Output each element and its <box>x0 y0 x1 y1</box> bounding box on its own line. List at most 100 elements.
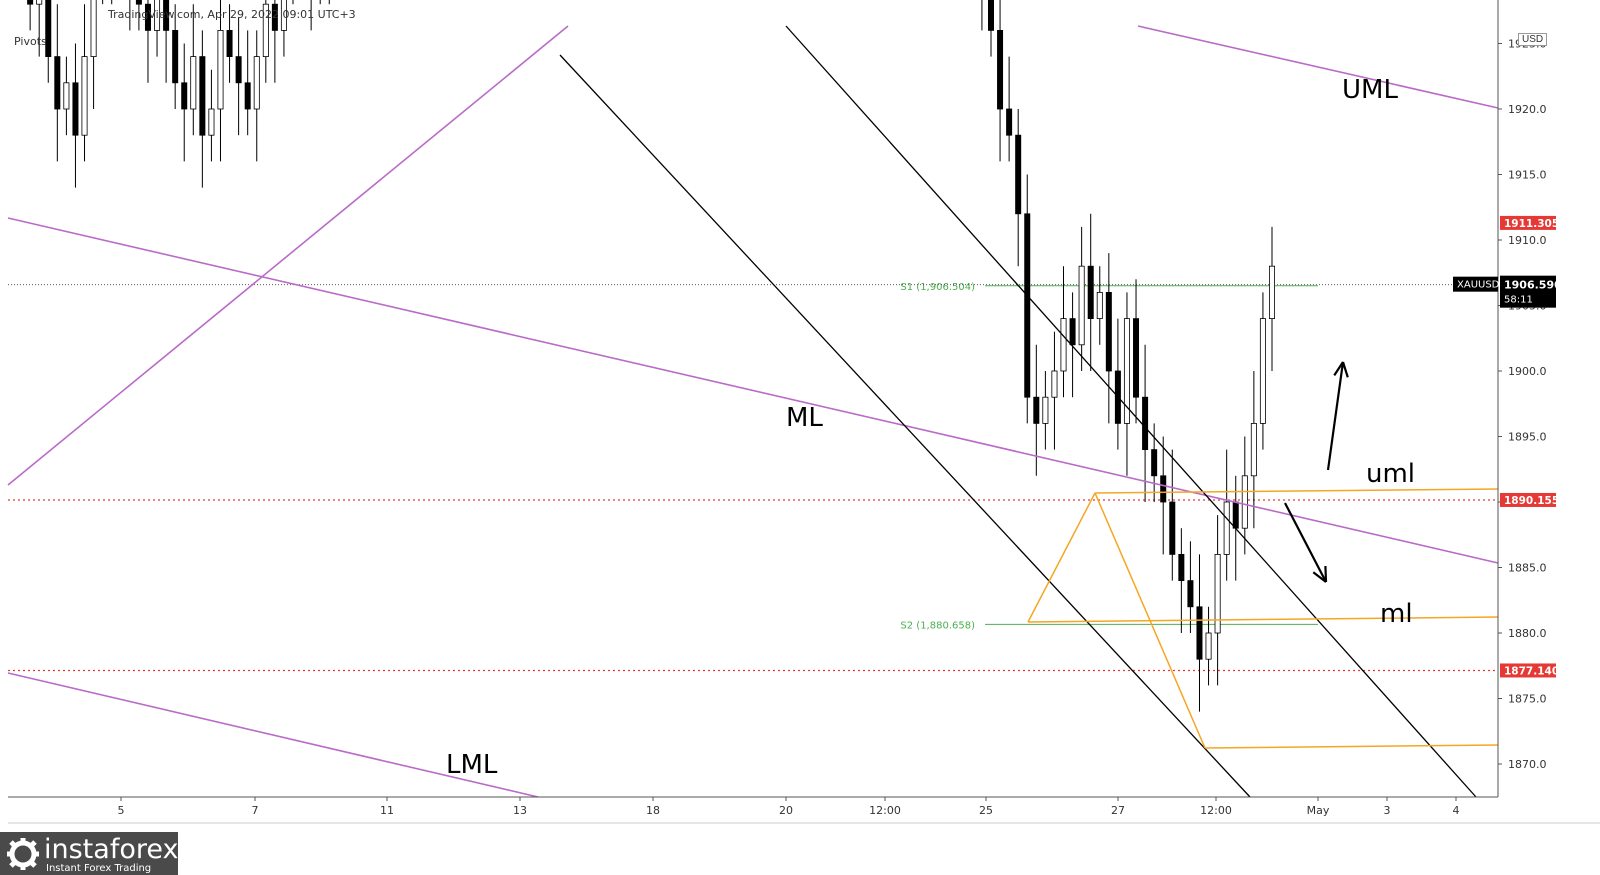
logo-tagline: Instant Forex Trading <box>46 863 152 874</box>
time-tick-label: 27 <box>1111 804 1125 817</box>
price-level-label: 1877.140 <box>1504 665 1559 677</box>
candle-up <box>1042 396 1049 424</box>
time-axis: 5 7 11 13 18 20 12:00 25 27 12:00 May 3 4 <box>8 796 1600 824</box>
annotation-lml: LML <box>446 750 498 780</box>
time-tick-label: 20 <box>779 804 793 817</box>
candle-up <box>36 0 43 5</box>
mini-fork-lower <box>1204 744 1499 749</box>
currency-badge: USD <box>1518 33 1548 46</box>
bearish-arrow-head <box>1324 565 1328 583</box>
candle-down <box>144 3 151 31</box>
candle-down <box>1151 449 1158 477</box>
price-tick-label: 1880.0 <box>1508 627 1547 640</box>
gear-logo-icon <box>7 838 39 870</box>
time-tick-label: 4 <box>1453 804 1460 817</box>
candle-up <box>1214 554 1221 634</box>
candle-up <box>208 108 215 136</box>
candle-up <box>1241 475 1248 529</box>
candle-up <box>253 56 260 110</box>
time-tick-label: 12:00 <box>869 804 901 817</box>
price-tick-label: 1920.0 <box>1508 103 1547 116</box>
candle-down <box>135 0 142 5</box>
mini-fork-upper <box>1094 488 1499 494</box>
price-level-badge <box>1500 492 1556 507</box>
pitchfork-upper-line <box>1137 25 1499 109</box>
time-tick-label: 7 <box>252 804 259 817</box>
pitchfork-lower-line <box>7 672 539 798</box>
candle-down <box>244 82 251 110</box>
candle-down <box>987 0 994 31</box>
price-tick-label: 1870.0 <box>1508 758 1547 771</box>
candle-down <box>1160 475 1167 503</box>
candle-up <box>1060 318 1067 372</box>
time-tick-label: 25 <box>979 804 993 817</box>
candle-down <box>1006 108 1013 136</box>
current-price-badge <box>1500 275 1556 308</box>
candle-down <box>1069 318 1076 346</box>
annotation-uml: UML <box>1342 75 1398 105</box>
annotation-ml: ml <box>1380 599 1413 629</box>
trendline-drawings <box>7 25 1499 798</box>
candle-up <box>63 82 70 110</box>
candle-down <box>997 29 1004 110</box>
symbol-label: XAUUSD <box>1457 280 1500 291</box>
mini-fork-left <box>1027 492 1096 623</box>
price-tick-label: 1915.0 <box>1508 169 1547 182</box>
candle-down <box>1187 580 1194 608</box>
candle-down <box>72 82 79 136</box>
candle-down <box>226 29 233 58</box>
price-level-label: 1890.155 <box>1504 495 1559 507</box>
candle-up <box>262 3 269 58</box>
candlestick-series <box>27 0 1276 712</box>
candle-down <box>1024 213 1031 398</box>
pivot-label: S1 (1,906.504) <box>900 282 975 293</box>
candle-up <box>1223 501 1230 555</box>
annotation-uml: uml <box>1366 459 1415 489</box>
candle-up <box>90 0 97 57</box>
candle-up <box>1096 291 1103 319</box>
indicator-label[interactable]: Pivots <box>14 35 47 48</box>
time-tick-label: 12:00 <box>1200 804 1232 817</box>
logo-brand: instaforex <box>44 834 179 865</box>
candle-up <box>1269 265 1276 320</box>
candle-up <box>1051 370 1058 398</box>
chart-source-label: TradingView.com, Apr 29, 2022 09:01 UTC+… <box>108 8 356 21</box>
price-level-badge <box>1500 663 1556 678</box>
bearish-arrow-head <box>1312 571 1327 583</box>
candle-down <box>181 82 188 110</box>
bullish-arrow-head <box>1333 361 1344 376</box>
candle-down <box>1133 318 1140 398</box>
channel-lower-line <box>559 54 1251 798</box>
price-tick-label: 1895.0 <box>1508 431 1547 444</box>
candle-up <box>81 56 88 136</box>
channel-upper-line <box>785 25 1477 798</box>
symbol-badge <box>1453 276 1498 292</box>
candle-down <box>1105 291 1112 372</box>
time-tick-label: 5 <box>118 804 125 817</box>
bearish-arrow-shaft <box>1284 502 1327 583</box>
candle-down <box>1178 554 1185 582</box>
instaforex-logo: instaforex Instant Forex Trading <box>0 832 178 875</box>
candle-down <box>1232 501 1239 529</box>
candle-down <box>235 56 242 84</box>
pitchfork-upper-ray <box>7 25 569 486</box>
candle-down <box>1033 396 1040 424</box>
pivot-label: S2 (1,880.658) <box>900 620 975 631</box>
candle-up <box>1078 265 1085 346</box>
candle-down <box>163 0 170 31</box>
candle-down <box>172 29 179 84</box>
pivot-lines: R1 (1,978.328)P (1,952.483)S1 (1,906.504… <box>8 282 1498 672</box>
candle-down <box>199 56 206 136</box>
price-level-badge <box>1500 215 1556 230</box>
candle-down <box>27 0 34 5</box>
candle-up <box>1123 318 1130 424</box>
time-tick-label: 13 <box>513 804 527 817</box>
mini-fork-median <box>1027 616 1499 623</box>
candle-down <box>1169 501 1176 555</box>
candle-up <box>1259 318 1266 424</box>
time-tick-label: May <box>1307 804 1330 817</box>
candle-up <box>1205 632 1212 660</box>
price-level-label: 1911.305 <box>1504 218 1559 230</box>
candle-down <box>45 0 52 57</box>
